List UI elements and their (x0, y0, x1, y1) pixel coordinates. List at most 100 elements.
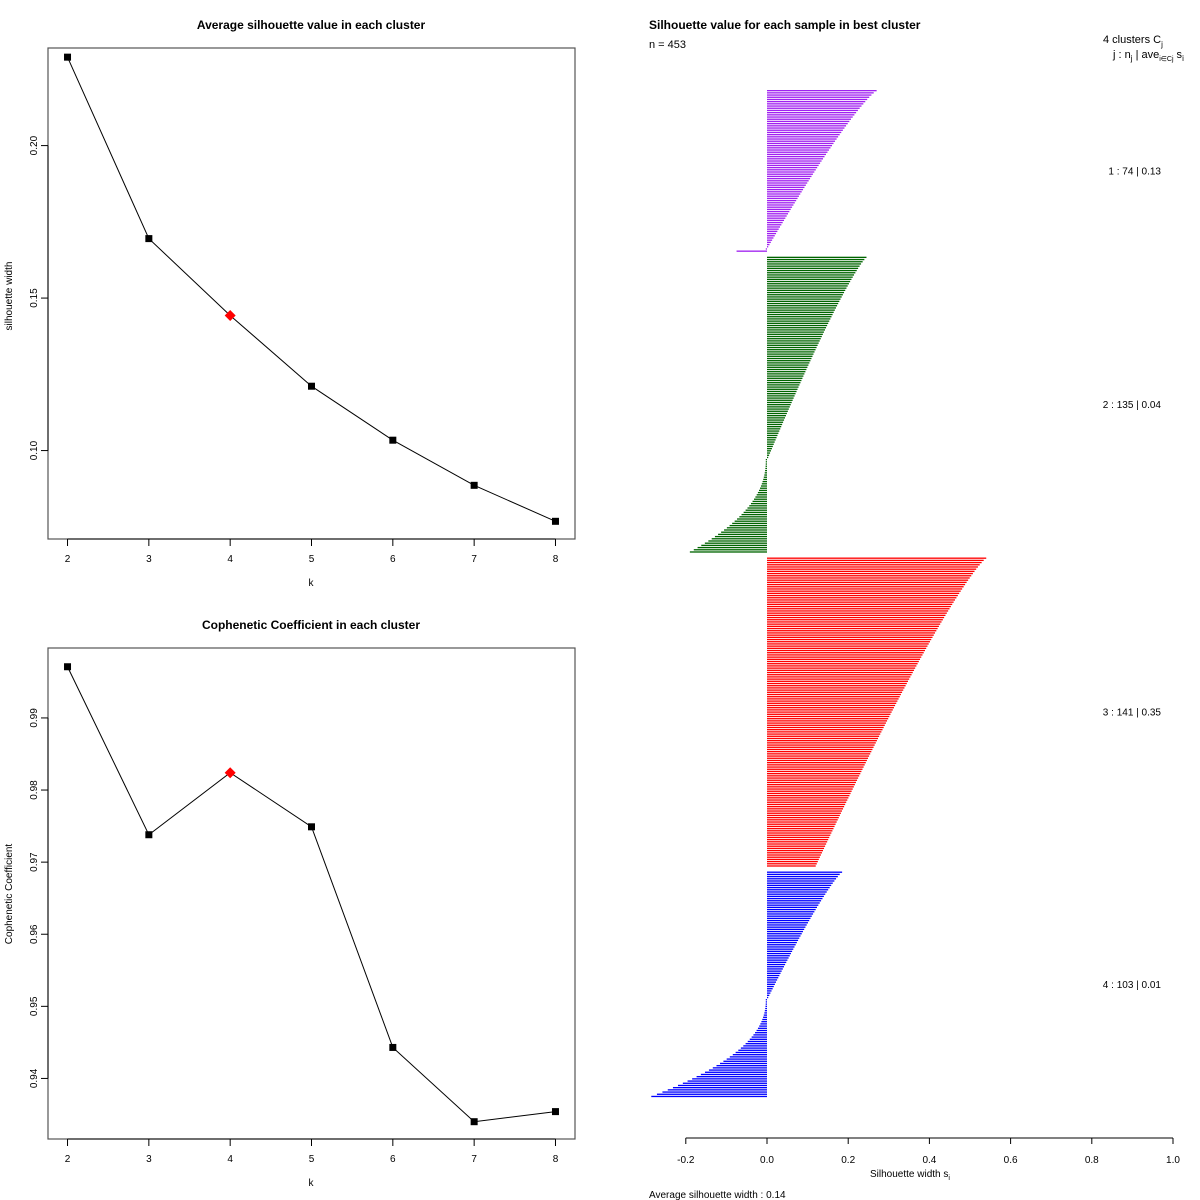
silhouette-bar (720, 1062, 767, 1065)
silhouette-bar (767, 144, 832, 147)
silhouette-bar (767, 594, 958, 597)
silhouette-bar (767, 206, 793, 208)
silhouette-bar (763, 476, 767, 478)
silhouette-bar (767, 285, 848, 287)
legend-subheader-rest: | ave (1133, 49, 1160, 61)
silhouette-bar (701, 544, 767, 547)
y-axis-label: silhouette width (4, 262, 15, 331)
silhouette-bar (767, 762, 866, 764)
silhouette-bar (767, 349, 816, 351)
silhouette-bar (767, 371, 806, 373)
silhouette-bar (767, 884, 832, 887)
silhouette-bar (767, 961, 787, 964)
x-tick-label: 0.0 (760, 1155, 774, 1166)
silhouette-bar (767, 572, 973, 575)
silhouette-bar (767, 996, 769, 999)
silhouette-bar (767, 577, 970, 579)
silhouette-bar (767, 830, 833, 832)
silhouette-bar (767, 269, 857, 272)
silhouette-bar (767, 368, 807, 371)
silhouette-bar (767, 623, 941, 625)
silhouette-bar (764, 472, 767, 474)
legend-subheader: j : nj | avei∈Cj si (1112, 49, 1184, 63)
silhouette-bar (767, 641, 930, 643)
silhouette-bar (767, 96, 870, 98)
silhouette-bar (767, 665, 917, 667)
silhouette-bar (767, 298, 841, 300)
silhouette-bar (767, 895, 824, 898)
silhouette-bar (696, 1076, 767, 1078)
silhouette-bar (767, 733, 881, 735)
silhouette-bar (767, 261, 863, 263)
silhouette-bar (767, 210, 790, 213)
silhouette-bar (767, 333, 823, 335)
silhouette-bar (721, 531, 767, 533)
cluster-label: 3 : 141 | 0.35 (1103, 708, 1162, 719)
silhouette-bar (767, 676, 911, 678)
silhouette-bar (767, 570, 975, 573)
silhouette-bar (767, 142, 834, 145)
silhouette-bar (749, 505, 767, 507)
silhouette-bar (767, 981, 777, 983)
cluster-label: 2 : 135 | 0.04 (1103, 400, 1162, 411)
silhouette-bar (767, 878, 837, 880)
silhouette-bar (767, 904, 819, 906)
silhouette-bar (767, 195, 799, 197)
silhouette-bar (767, 184, 806, 186)
silhouette-bar (767, 226, 781, 228)
silhouette-bar (767, 230, 778, 233)
silhouette-bar (767, 579, 969, 581)
silhouette-bar (767, 652, 924, 654)
silhouette-bar (767, 900, 822, 902)
silhouette-bar (767, 373, 805, 375)
legend-header: 4 clusters Cj (1103, 34, 1163, 49)
silhouette-bar (745, 1043, 767, 1045)
silhouette-bar (767, 946, 795, 948)
silhouette-bar (767, 990, 772, 992)
silhouette-bar (767, 935, 801, 937)
data-point (389, 1043, 397, 1051)
data-point (145, 235, 153, 243)
silhouette-bar (767, 847, 825, 850)
silhouette-bar (767, 274, 855, 276)
silhouette-bar (767, 959, 788, 961)
cophenetic-by-k-chart: Cophenetic Coefficient in each cluster k… (4, 618, 576, 1189)
silhouette-bar (767, 891, 827, 893)
silhouette-bar (767, 452, 771, 454)
legend-header-sub: j (1160, 40, 1163, 49)
x-axis-label: k (309, 578, 315, 589)
y-axis-label: Cophenetic Coefficient (4, 844, 15, 945)
silhouette-bar (767, 581, 967, 584)
y-axis: 0.94 0.95 0.96 0.97 0.98 0.99 (29, 708, 49, 1088)
silhouette-bar (767, 327, 827, 329)
silhouette-bar (741, 513, 767, 516)
silhouette-bar (767, 832, 832, 834)
silhouette-bar (767, 630, 937, 632)
silhouette-bar (767, 897, 823, 900)
silhouette-bar (767, 671, 913, 674)
silhouette-bar (760, 485, 767, 487)
silhouette-bar (767, 561, 982, 564)
silhouette-bar (755, 1032, 767, 1034)
silhouette-bar (747, 507, 767, 509)
silhouette-bar (767, 908, 816, 911)
silhouette-bar (697, 546, 767, 549)
silhouette-bar (767, 362, 810, 364)
silhouette-bar (767, 180, 809, 182)
y-tick-label: 0.10 (29, 440, 40, 460)
silhouette-bar (767, 114, 855, 116)
silhouette-bar (767, 757, 869, 759)
silhouette-bar (767, 191, 802, 193)
silhouette-bar (767, 278, 852, 281)
silhouette-bar (767, 647, 927, 649)
silhouette-bar (767, 667, 916, 669)
silhouette-bar (745, 509, 767, 511)
silhouette-bar (767, 346, 817, 349)
silhouette-bar (767, 845, 826, 847)
silhouette-bar (767, 603, 953, 606)
silhouette-bar (767, 740, 877, 742)
silhouette-bar (767, 865, 816, 867)
silhouette-bar (767, 928, 805, 931)
silhouette-bar (767, 94, 872, 96)
x-tick-label: 1.0 (1166, 1155, 1180, 1166)
